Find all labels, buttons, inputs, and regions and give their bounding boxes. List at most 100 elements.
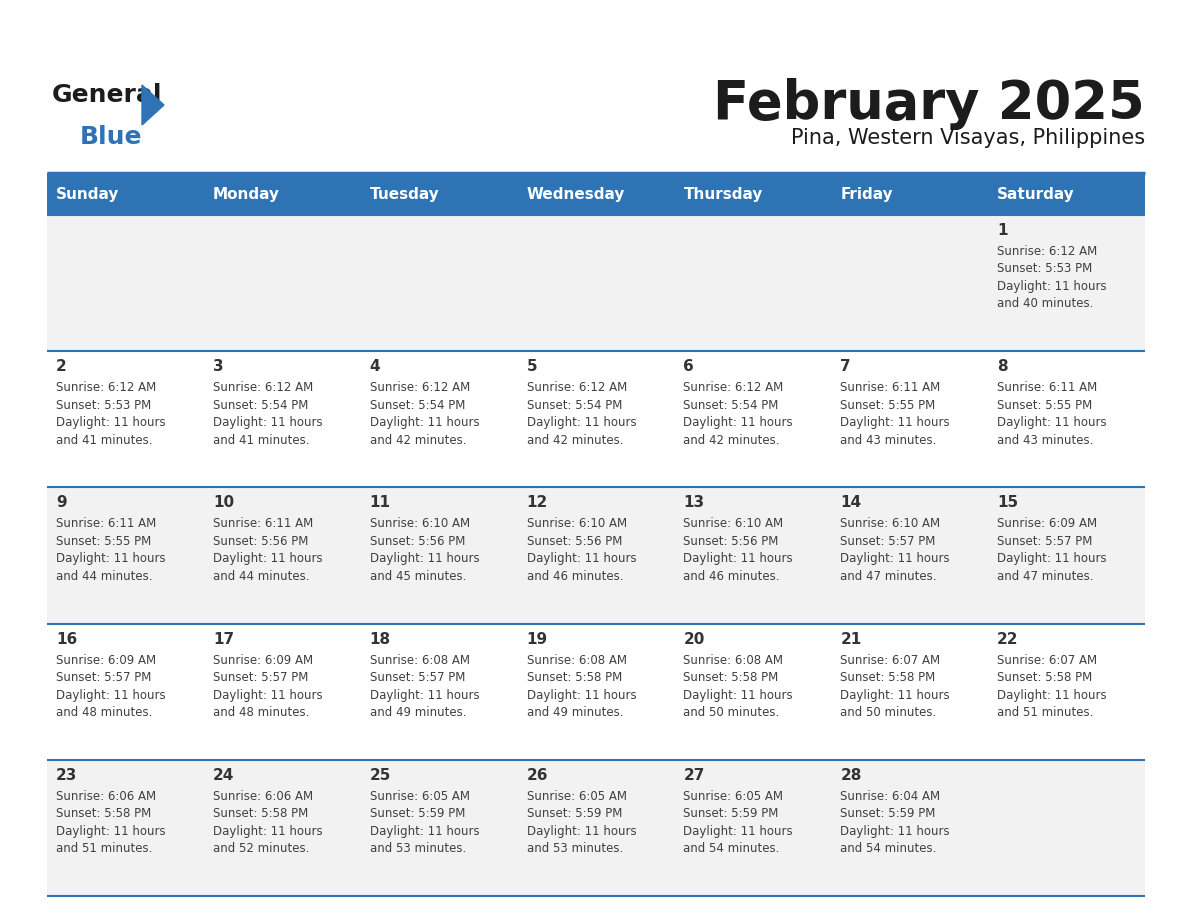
Text: Sunrise: 6:12 AM: Sunrise: 6:12 AM xyxy=(526,381,627,394)
Text: and 44 minutes.: and 44 minutes. xyxy=(213,570,309,583)
Text: and 43 minutes.: and 43 minutes. xyxy=(997,433,1093,447)
Text: Sunset: 5:56 PM: Sunset: 5:56 PM xyxy=(213,535,308,548)
Text: and 47 minutes.: and 47 minutes. xyxy=(840,570,937,583)
Text: Sunrise: 6:06 AM: Sunrise: 6:06 AM xyxy=(56,789,156,803)
Text: Daylight: 11 hours: Daylight: 11 hours xyxy=(840,416,950,430)
Text: Sunset: 5:58 PM: Sunset: 5:58 PM xyxy=(997,671,1093,684)
Text: and 48 minutes.: and 48 minutes. xyxy=(213,706,309,719)
Text: Sunset: 5:55 PM: Sunset: 5:55 PM xyxy=(840,398,935,411)
Text: 14: 14 xyxy=(840,496,861,510)
Text: 6: 6 xyxy=(683,359,694,375)
Bar xyxy=(204,760,361,896)
Text: 12: 12 xyxy=(526,496,548,510)
Bar xyxy=(988,760,1145,896)
Text: and 46 minutes.: and 46 minutes. xyxy=(526,570,623,583)
Text: and 45 minutes.: and 45 minutes. xyxy=(369,570,466,583)
Bar xyxy=(832,173,988,215)
Text: Tuesday: Tuesday xyxy=(369,186,440,201)
Text: Pina, Western Visayas, Philippines: Pina, Western Visayas, Philippines xyxy=(791,128,1145,148)
Bar xyxy=(204,215,361,352)
Text: Sunrise: 6:12 AM: Sunrise: 6:12 AM xyxy=(997,245,1098,258)
Text: Daylight: 11 hours: Daylight: 11 hours xyxy=(369,824,479,838)
Text: 5: 5 xyxy=(526,359,537,375)
Text: February 2025: February 2025 xyxy=(713,78,1145,130)
Bar xyxy=(832,623,988,760)
Bar xyxy=(204,487,361,623)
Text: Sunrise: 6:09 AM: Sunrise: 6:09 AM xyxy=(56,654,156,666)
Bar xyxy=(988,173,1145,215)
Bar xyxy=(675,623,832,760)
Text: 13: 13 xyxy=(683,496,704,510)
Text: and 51 minutes.: and 51 minutes. xyxy=(997,706,1093,719)
Text: Sunset: 5:54 PM: Sunset: 5:54 PM xyxy=(526,398,623,411)
Text: and 40 minutes.: and 40 minutes. xyxy=(997,297,1093,310)
Text: Friday: Friday xyxy=(840,186,893,201)
Text: Daylight: 11 hours: Daylight: 11 hours xyxy=(526,553,637,565)
Text: Sunset: 5:56 PM: Sunset: 5:56 PM xyxy=(369,535,465,548)
Text: Sunset: 5:57 PM: Sunset: 5:57 PM xyxy=(369,671,465,684)
Bar xyxy=(48,173,204,215)
Text: Daylight: 11 hours: Daylight: 11 hours xyxy=(213,824,322,838)
Text: Sunset: 5:58 PM: Sunset: 5:58 PM xyxy=(56,807,151,821)
Bar xyxy=(361,623,518,760)
Text: Sunrise: 6:04 AM: Sunrise: 6:04 AM xyxy=(840,789,941,803)
Text: Sunset: 5:56 PM: Sunset: 5:56 PM xyxy=(526,535,623,548)
Text: 4: 4 xyxy=(369,359,380,375)
Text: 11: 11 xyxy=(369,496,391,510)
Bar xyxy=(361,487,518,623)
Text: 26: 26 xyxy=(526,767,548,783)
Text: Daylight: 11 hours: Daylight: 11 hours xyxy=(213,553,322,565)
Text: Wednesday: Wednesday xyxy=(526,186,625,201)
Text: Daylight: 11 hours: Daylight: 11 hours xyxy=(526,824,637,838)
Text: 25: 25 xyxy=(369,767,391,783)
Polygon shape xyxy=(143,85,164,125)
Bar xyxy=(518,173,675,215)
Bar xyxy=(204,352,361,487)
Text: Daylight: 11 hours: Daylight: 11 hours xyxy=(840,824,950,838)
Bar xyxy=(48,760,204,896)
Text: 16: 16 xyxy=(56,632,77,646)
Text: 7: 7 xyxy=(840,359,851,375)
Text: Daylight: 11 hours: Daylight: 11 hours xyxy=(840,688,950,701)
Text: Sunset: 5:53 PM: Sunset: 5:53 PM xyxy=(997,263,1093,275)
Text: and 42 minutes.: and 42 minutes. xyxy=(369,433,466,447)
Text: Sunrise: 6:11 AM: Sunrise: 6:11 AM xyxy=(997,381,1098,394)
Bar xyxy=(832,487,988,623)
Bar xyxy=(988,352,1145,487)
Bar xyxy=(48,215,204,352)
Text: 3: 3 xyxy=(213,359,223,375)
Text: Sunset: 5:54 PM: Sunset: 5:54 PM xyxy=(369,398,465,411)
Text: Sunset: 5:58 PM: Sunset: 5:58 PM xyxy=(526,671,621,684)
Bar xyxy=(361,760,518,896)
Text: Daylight: 11 hours: Daylight: 11 hours xyxy=(56,688,165,701)
Text: Sunset: 5:58 PM: Sunset: 5:58 PM xyxy=(683,671,778,684)
Text: 17: 17 xyxy=(213,632,234,646)
Text: Daylight: 11 hours: Daylight: 11 hours xyxy=(840,553,950,565)
Text: and 54 minutes.: and 54 minutes. xyxy=(683,843,779,856)
Text: Daylight: 11 hours: Daylight: 11 hours xyxy=(526,416,637,430)
Text: 27: 27 xyxy=(683,767,704,783)
Text: Sunrise: 6:12 AM: Sunrise: 6:12 AM xyxy=(369,381,470,394)
Text: Sunrise: 6:05 AM: Sunrise: 6:05 AM xyxy=(369,789,469,803)
Bar xyxy=(832,352,988,487)
Text: and 49 minutes.: and 49 minutes. xyxy=(369,706,466,719)
Text: Sunset: 5:59 PM: Sunset: 5:59 PM xyxy=(369,807,465,821)
Text: Daylight: 11 hours: Daylight: 11 hours xyxy=(683,416,794,430)
Text: Daylight: 11 hours: Daylight: 11 hours xyxy=(56,553,165,565)
Bar xyxy=(518,215,675,352)
Text: Sunrise: 6:11 AM: Sunrise: 6:11 AM xyxy=(213,518,314,531)
Text: Sunset: 5:58 PM: Sunset: 5:58 PM xyxy=(213,807,308,821)
Text: 22: 22 xyxy=(997,632,1018,646)
Text: and 46 minutes.: and 46 minutes. xyxy=(683,570,781,583)
Text: Daylight: 11 hours: Daylight: 11 hours xyxy=(683,824,794,838)
Text: 15: 15 xyxy=(997,496,1018,510)
Text: Sunrise: 6:07 AM: Sunrise: 6:07 AM xyxy=(840,654,941,666)
Text: Sunrise: 6:11 AM: Sunrise: 6:11 AM xyxy=(56,518,157,531)
Bar xyxy=(675,173,832,215)
Text: Sunday: Sunday xyxy=(56,186,119,201)
Text: Sunrise: 6:06 AM: Sunrise: 6:06 AM xyxy=(213,789,312,803)
Text: General: General xyxy=(52,83,163,107)
Text: 1: 1 xyxy=(997,223,1007,238)
Text: 21: 21 xyxy=(840,632,861,646)
Text: Daylight: 11 hours: Daylight: 11 hours xyxy=(683,553,794,565)
